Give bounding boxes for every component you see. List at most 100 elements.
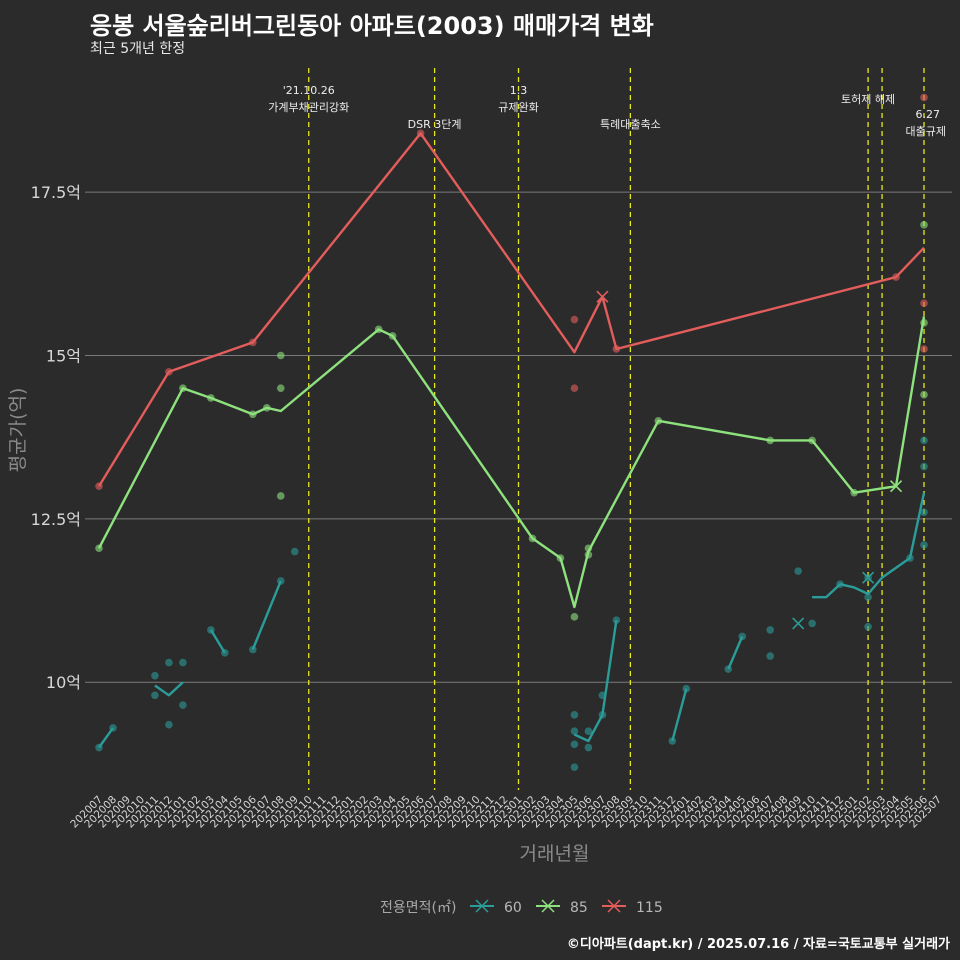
data-point	[95, 482, 103, 490]
data-point	[570, 315, 579, 324]
data-point	[612, 345, 621, 353]
data-point	[179, 701, 187, 709]
data-point	[151, 691, 159, 700]
data-point	[249, 410, 257, 419]
data-point	[276, 492, 285, 500]
data-point	[920, 390, 928, 399]
series-115	[95, 93, 928, 490]
y-tick-label: 15억	[46, 346, 81, 365]
data-point	[179, 384, 187, 392]
series-line	[97, 132, 925, 487]
data-point	[528, 534, 537, 543]
data-point	[584, 727, 593, 735]
data-point	[584, 743, 593, 752]
data-point	[906, 554, 914, 562]
data-point	[766, 626, 774, 634]
data-point	[920, 462, 928, 471]
event-label: 6.27	[916, 108, 941, 121]
data-point	[570, 740, 579, 749]
data-point	[570, 613, 579, 621]
data-point	[151, 671, 159, 680]
data-point	[920, 93, 928, 102]
data-point	[766, 436, 774, 445]
data-point	[416, 129, 425, 138]
data-point	[850, 488, 858, 497]
series-line	[209, 629, 226, 654]
data-point	[920, 436, 928, 445]
series-60	[95, 436, 928, 771]
chart-subtitle: 최근 5개년 한정	[90, 41, 186, 57]
axis-layer: 10억12.5억15억17.5억202007202008202009202010…	[7, 183, 944, 865]
data-point	[836, 580, 844, 588]
series-line	[671, 688, 688, 742]
legend-key-mark	[541, 899, 555, 913]
data-point	[276, 351, 285, 360]
series-line	[97, 316, 926, 609]
legend-label: 85	[570, 900, 588, 916]
data-point	[249, 338, 257, 347]
series-layer	[95, 93, 928, 771]
data-point	[263, 403, 271, 412]
data-point	[207, 626, 215, 634]
legend: 전용면적(㎡) 60 85 115	[380, 899, 663, 916]
data-point	[682, 684, 691, 693]
data-point	[95, 743, 103, 752]
source-caption: ©디아파트(dapt.kr) / 2025.07.16 / 자료=국토교통부 실…	[566, 937, 950, 952]
data-point	[766, 652, 774, 660]
event-lines-layer	[308, 68, 925, 790]
data-point	[165, 720, 173, 729]
event-label: 규제완화	[498, 101, 538, 114]
data-point	[290, 547, 299, 556]
x-axis-title: 거래년월	[520, 843, 590, 865]
y-tick-label: 12.5억	[31, 510, 81, 529]
data-point	[864, 622, 872, 631]
data-point	[794, 567, 802, 575]
max-mark	[862, 571, 875, 584]
data-point	[207, 394, 215, 402]
y-tick-label: 10억	[46, 673, 81, 692]
data-point	[892, 273, 900, 281]
data-point	[808, 619, 816, 628]
data-point	[584, 550, 593, 559]
data-point	[920, 319, 928, 327]
y-axis-title: 평균가(억)	[7, 388, 29, 473]
data-point	[612, 616, 621, 624]
data-point	[276, 384, 285, 392]
data-point	[598, 711, 607, 719]
event-label: 특례대출축소	[600, 118, 661, 131]
data-point	[920, 345, 928, 353]
max-mark	[792, 617, 805, 630]
event-label: 토허제 해제	[841, 92, 895, 106]
event-label: 대출규제	[906, 125, 946, 138]
event-label: '21.10.26	[283, 84, 335, 97]
data-point	[165, 658, 173, 667]
data-point	[570, 727, 579, 735]
max-mark	[889, 480, 903, 493]
legend-key-mark	[475, 899, 489, 913]
series-line	[98, 727, 114, 749]
data-point	[570, 763, 579, 771]
data-point	[920, 541, 928, 549]
data-point	[249, 645, 257, 654]
legend-title: 전용면적(㎡)	[380, 900, 456, 916]
data-point	[598, 691, 607, 700]
data-point	[920, 508, 928, 517]
event-label: DSR 3단계	[408, 118, 462, 131]
series-line	[573, 619, 618, 743]
data-point	[374, 325, 383, 334]
max-mark	[596, 290, 609, 303]
data-point	[864, 593, 872, 602]
legend-key-mark	[607, 899, 621, 913]
data-point	[165, 368, 173, 376]
y-tick-label: 17.5억	[31, 183, 81, 202]
data-point	[738, 632, 747, 641]
data-point	[570, 384, 579, 392]
chart-title: 응봉 서울숲리버그린동아 아파트(2003) 매매가격 변화	[90, 12, 654, 40]
data-point	[388, 332, 397, 340]
legend-label: 115	[636, 900, 663, 916]
series-line	[251, 580, 282, 650]
data-point	[276, 577, 285, 585]
data-point	[584, 544, 593, 553]
